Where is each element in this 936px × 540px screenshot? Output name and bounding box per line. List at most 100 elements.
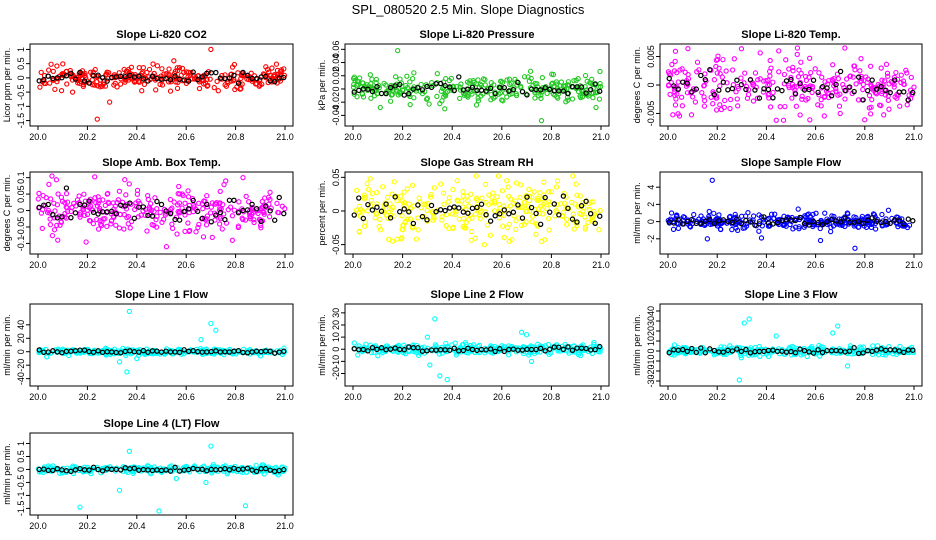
data-point (150, 61, 156, 67)
data-point (60, 61, 66, 67)
reference-point (483, 212, 489, 218)
data-point (208, 204, 214, 210)
data-point (506, 343, 512, 349)
reference-point (145, 349, 151, 355)
data-point (477, 209, 483, 216)
reference-point (240, 69, 246, 76)
reference-point (262, 465, 269, 472)
data-point (54, 63, 60, 69)
data-point (45, 67, 52, 73)
x-tick-label: 20.4 (758, 392, 776, 402)
data-point (563, 221, 570, 228)
data-point (440, 190, 447, 196)
data-point (782, 103, 788, 110)
x-tick-label: 20.0 (29, 260, 47, 270)
reference-point (244, 465, 251, 471)
reference-point (801, 220, 808, 227)
data-point (127, 225, 133, 231)
panel-p5: Slope Gas Stream RH 20.0 20.2 20.4 20.6 20.8 2… (317, 157, 610, 270)
data-point (582, 226, 589, 232)
reference-point (883, 218, 889, 225)
outlier-point (134, 355, 140, 362)
outlier-point (94, 116, 100, 122)
data-point (154, 63, 161, 69)
data-point (47, 216, 53, 222)
data-point (390, 204, 396, 211)
y-tick-label: 30 (646, 316, 656, 326)
reference-point (36, 204, 42, 211)
data-point (788, 74, 794, 81)
reference-point (45, 349, 51, 355)
y-tick-label: 0.05 (331, 169, 341, 187)
data-point (100, 197, 106, 203)
data-point (750, 213, 757, 219)
data-point (504, 94, 510, 100)
data-point (58, 194, 65, 200)
data-point (767, 57, 773, 64)
data-point (165, 71, 171, 78)
outlier-point (139, 88, 145, 94)
plot-frame (344, 43, 610, 127)
data-point (446, 225, 452, 232)
data-point (770, 79, 776, 85)
y-axis-label: degrees C per min. (632, 47, 642, 124)
reference-point (392, 345, 398, 351)
data-point (525, 74, 531, 80)
reference-point (887, 220, 893, 227)
reference-point (410, 86, 417, 92)
reference-point (756, 95, 763, 101)
reference-point (779, 87, 785, 94)
reference-point (158, 201, 165, 208)
data-point (259, 204, 266, 210)
data-point (832, 220, 839, 226)
data-point (475, 98, 482, 104)
x-tick-label: 21.0 (905, 260, 923, 270)
reference-point (892, 77, 898, 83)
data-point (884, 70, 891, 76)
reference-point (743, 346, 749, 353)
reference-point (720, 349, 727, 355)
data-point (546, 227, 552, 233)
reference-point (592, 346, 598, 353)
data-point (671, 342, 678, 348)
data-point (531, 189, 537, 195)
data-point (464, 79, 471, 85)
reference-point (855, 218, 862, 224)
reference-point (837, 68, 844, 75)
panel-title: Slope Li-820 Temp. (741, 29, 840, 41)
data-point (717, 83, 723, 89)
data-point (371, 349, 377, 356)
reference-point (510, 87, 517, 93)
reference-point (127, 200, 133, 206)
reference-point (428, 202, 435, 209)
data-point (449, 342, 455, 348)
reference-point (819, 221, 826, 228)
reference-point (783, 78, 790, 84)
data-point (450, 186, 456, 193)
data-point (783, 223, 789, 229)
y-tick-label: 0.05 (16, 185, 26, 203)
x-tick-label: 20.4 (128, 521, 146, 531)
data-point (591, 341, 597, 348)
data-point (507, 81, 513, 88)
data-point (795, 74, 802, 80)
reference-point (208, 219, 215, 225)
data-point (154, 206, 160, 212)
data-point (118, 76, 124, 82)
reference-point (360, 215, 367, 222)
reference-point (815, 347, 821, 353)
x-tick-label: 20.2 (708, 260, 726, 270)
reference-point (59, 350, 65, 356)
data-point (409, 182, 416, 189)
reference-point (72, 76, 79, 82)
data-point (176, 183, 182, 190)
reference-point (272, 217, 278, 223)
data-point (591, 339, 597, 346)
x-tick-label: 20.2 (394, 132, 412, 142)
reference-point (824, 85, 830, 91)
reference-point (136, 73, 142, 79)
data-point (407, 216, 414, 222)
data-point (563, 216, 570, 223)
reference-point (565, 90, 571, 97)
data-point (804, 353, 810, 360)
